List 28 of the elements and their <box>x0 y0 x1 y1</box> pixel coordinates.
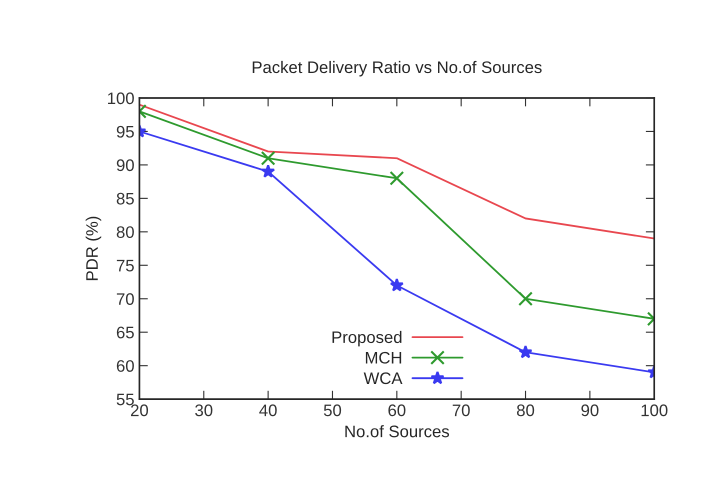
point <box>390 171 404 186</box>
legend-label: WCA <box>364 372 402 384</box>
y-tick-label: 60 <box>116 360 134 372</box>
x-tick-label: 50 <box>324 404 342 416</box>
y-tick-label: 90 <box>116 159 134 172</box>
x-tick-label: 60 <box>388 404 406 416</box>
x-tick-label: 40 <box>259 404 277 416</box>
y-tick-label: 65 <box>116 326 134 338</box>
y-tick-label: 75 <box>116 260 134 272</box>
point <box>390 278 404 292</box>
line-series <box>139 104 654 240</box>
y-tick-label: 80 <box>116 226 134 238</box>
y-tick-label: 95 <box>116 126 134 138</box>
x-tick-label: 90 <box>581 404 598 416</box>
y-tick-label: 55 <box>116 394 134 406</box>
x-tick-label: 30 <box>195 404 212 416</box>
x-tick-label: 20 <box>130 404 148 416</box>
legend-label: Proposed <box>332 330 402 346</box>
chart-title: Packet Delivery Ratio vs No.of Sources <box>252 60 542 76</box>
y-tick-label: 70 <box>116 293 134 305</box>
x-tick-label: 70 <box>452 404 470 416</box>
y-tick-label: 100 <box>108 92 134 104</box>
x-tick-label: 80 <box>516 404 534 416</box>
legend-label: MCH <box>366 352 402 364</box>
y-tick-label: 85 <box>116 192 134 205</box>
x-axis-title: No.of Sources <box>345 425 450 438</box>
x-tick-label: 100 <box>642 404 668 416</box>
y-axis-title: PDR (%) <box>86 216 102 280</box>
